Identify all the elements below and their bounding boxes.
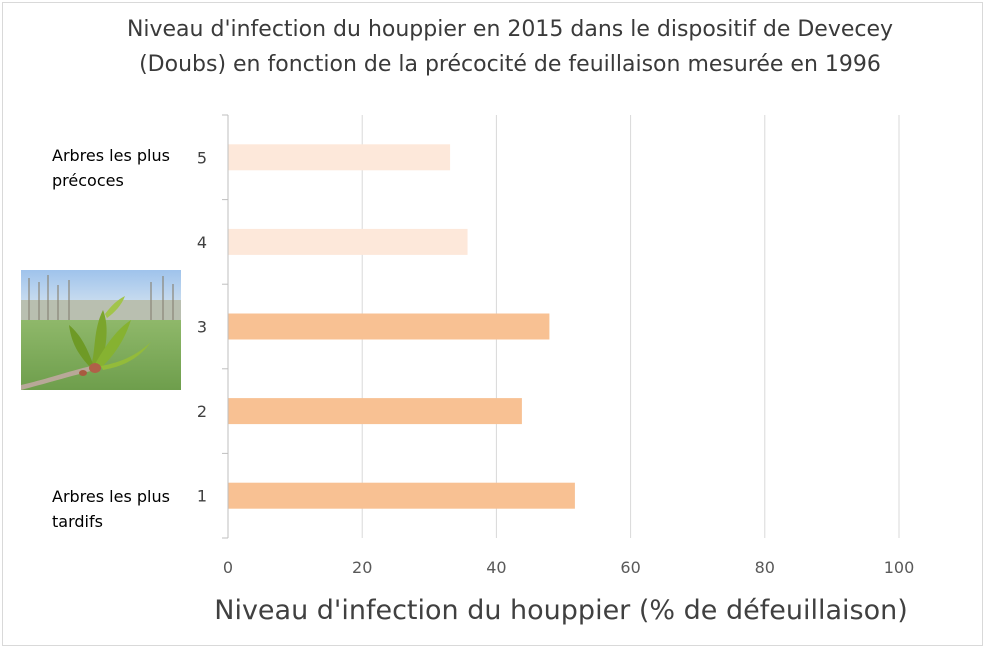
bar-5: [228, 144, 451, 171]
x-tick-label-40: 40: [486, 558, 506, 577]
y-tick-label-1: 1: [197, 487, 207, 506]
x-tick-label-100: 100: [884, 558, 915, 577]
y-tick-label-5: 5: [197, 148, 207, 167]
bar-3: [228, 313, 550, 340]
y-tick-label-4: 4: [197, 233, 207, 252]
bar-2: [228, 398, 522, 425]
annotation-latest-trees: Arbres les plus tardifs: [52, 487, 170, 531]
x-axis-label: Niveau d'infection du houppier (% de déf…: [214, 595, 907, 626]
x-tick-label-60: 60: [620, 558, 640, 577]
bar-4: [228, 228, 468, 255]
y-tick-label-3: 3: [197, 318, 207, 337]
leaf-budburst-photo: [21, 270, 181, 390]
bar-1: [228, 482, 575, 509]
annotation-earliest-trees: Arbres les plus précoces: [52, 146, 170, 190]
x-tick-label-80: 80: [755, 558, 775, 577]
chart-title: Niveau d'infection du houppier en 2015 d…: [126, 17, 894, 77]
x-tick-label-20: 20: [352, 558, 372, 577]
y-tick-label-2: 2: [197, 402, 207, 421]
x-tick-label-0: 0: [223, 558, 233, 577]
